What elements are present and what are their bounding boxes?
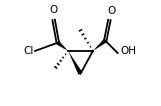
Text: O: O	[107, 6, 116, 16]
Polygon shape	[93, 39, 107, 51]
Polygon shape	[57, 41, 68, 51]
Polygon shape	[68, 51, 83, 75]
Text: Cl: Cl	[24, 46, 34, 56]
Text: OH: OH	[121, 46, 137, 56]
Text: O: O	[50, 5, 58, 15]
